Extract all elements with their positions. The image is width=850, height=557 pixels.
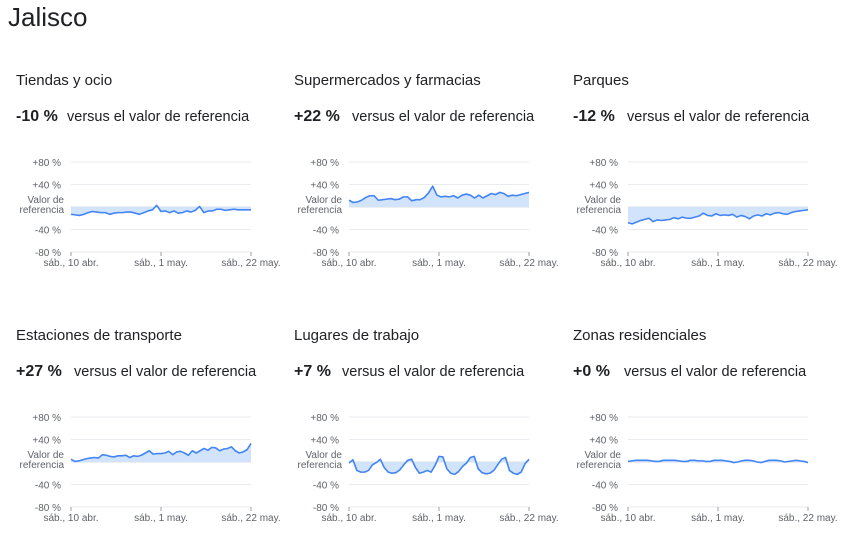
reference-text: versus el valor de referencia bbox=[624, 364, 807, 380]
x-tick-label: sáb., 10 abr. bbox=[43, 513, 98, 524]
y-tick-label: +40 % bbox=[32, 436, 61, 447]
y-tick-label: +40 % bbox=[589, 436, 618, 447]
series-area bbox=[349, 456, 529, 475]
x-tick-label: sáb., 22 may. bbox=[221, 258, 280, 269]
panel-title: Lugares de trabajo bbox=[294, 327, 420, 344]
x-tick-label: sáb., 22 may. bbox=[499, 513, 558, 524]
x-tick-label: sáb., 10 abr. bbox=[321, 513, 376, 524]
y-tick-label-baseline: Valor de referencia bbox=[577, 195, 622, 216]
page-title: Jalisco bbox=[8, 2, 88, 32]
x-tick-label: sáb., 22 may. bbox=[778, 258, 837, 269]
x-tick-label: sáb., 22 may. bbox=[221, 513, 280, 524]
x-tick-label: sáb., 10 abr. bbox=[600, 513, 655, 524]
x-tick-label: sáb., 1 may. bbox=[691, 258, 745, 269]
panel-title: Zonas residenciales bbox=[573, 327, 707, 344]
reference-text: versus el valor de referencia bbox=[67, 109, 250, 125]
y-tick-label: +80 % bbox=[32, 158, 61, 169]
panel-title: Estaciones de transporte bbox=[16, 327, 182, 344]
line-chart[interactable]: +80 %+40 %Valor de referencia-40 %-80 %sá… bbox=[16, 407, 286, 532]
percent-change: +27 % bbox=[16, 363, 62, 380]
y-tick-label: -40 % bbox=[35, 226, 61, 237]
percent-change: +0 % bbox=[573, 363, 610, 380]
y-tick-label: -40 % bbox=[313, 226, 339, 237]
percent-change: -10 % bbox=[16, 108, 58, 125]
x-tick-label: sáb., 1 may. bbox=[691, 513, 745, 524]
percent-change: -12 % bbox=[573, 108, 615, 125]
y-tick-label: -40 % bbox=[592, 226, 618, 237]
line-chart[interactable]: +80 %+40 %Valor de referencia-40 %-80 %sá… bbox=[294, 407, 564, 532]
y-tick-label: +80 % bbox=[589, 158, 618, 169]
chart-panel-tiendas-ocio[interactable]: Tiendas y ocio -10 % versus el valor de … bbox=[16, 72, 286, 302]
series-line[interactable] bbox=[627, 209, 809, 225]
series-line[interactable] bbox=[627, 459, 809, 464]
line-chart[interactable]: +80 %+40 %Valor de referencia-40 %-80 %sá… bbox=[573, 152, 843, 277]
series-line[interactable] bbox=[348, 185, 530, 204]
percent-change: +7 % bbox=[294, 363, 331, 380]
y-tick-label: -80 % bbox=[592, 503, 618, 514]
series-line[interactable] bbox=[348, 455, 530, 476]
x-tick-label: sáb., 1 may. bbox=[412, 513, 466, 524]
chart-panel-parques[interactable]: Parques -12 % versus el valor de referen… bbox=[573, 72, 843, 302]
reference-text: versus el valor de referencia bbox=[342, 364, 525, 380]
x-tick-label: sáb., 1 may. bbox=[412, 258, 466, 269]
series-line[interactable] bbox=[70, 443, 252, 463]
y-tick-label: -40 % bbox=[592, 481, 618, 492]
series-area bbox=[71, 443, 251, 462]
y-tick-label: -80 % bbox=[313, 503, 339, 514]
line-chart[interactable]: +80 %+40 %Valor de referencia-40 %-80 %sá… bbox=[16, 152, 286, 277]
y-tick-label-baseline: Valor de referencia bbox=[20, 195, 65, 216]
y-tick-label: +80 % bbox=[310, 413, 339, 424]
y-tick-label: +40 % bbox=[32, 181, 61, 192]
series-area bbox=[628, 207, 808, 224]
x-tick-label: sáb., 1 may. bbox=[134, 258, 188, 269]
y-tick-label: +40 % bbox=[310, 436, 339, 447]
x-tick-label: sáb., 22 may. bbox=[778, 513, 837, 524]
chart-panel-zonas-residenciales[interactable]: Zonas residenciales +0 % versus el valor… bbox=[573, 327, 843, 557]
chart-panel-supermercados-farmacias[interactable]: Supermercados y farmacias +22 % versus e… bbox=[294, 72, 564, 302]
y-tick-label: +80 % bbox=[32, 413, 61, 424]
reference-text: versus el valor de referencia bbox=[352, 109, 535, 125]
y-tick-label: +40 % bbox=[310, 181, 339, 192]
y-tick-label-baseline: Valor de referencia bbox=[298, 450, 343, 471]
line-chart[interactable]: +80 %+40 %Valor de referencia-40 %-80 %sá… bbox=[573, 407, 843, 532]
x-tick-label: sáb., 10 abr. bbox=[43, 258, 98, 269]
panel-title: Tiendas y ocio bbox=[16, 72, 113, 89]
y-tick-label: -80 % bbox=[592, 248, 618, 259]
y-tick-label: +80 % bbox=[310, 158, 339, 169]
y-tick-label-baseline: Valor de referencia bbox=[577, 450, 622, 471]
y-tick-label-baseline: Valor de referencia bbox=[20, 450, 65, 471]
series-line[interactable] bbox=[70, 204, 251, 217]
reference-text: versus el valor de referencia bbox=[74, 364, 257, 380]
percent-change: +22 % bbox=[294, 108, 340, 125]
reference-text: versus el valor de referencia bbox=[627, 109, 810, 125]
x-tick-label: sáb., 1 may. bbox=[134, 513, 188, 524]
y-tick-label-baseline: Valor de referencia bbox=[298, 195, 343, 216]
y-tick-label: -40 % bbox=[35, 481, 61, 492]
y-tick-label: -80 % bbox=[313, 248, 339, 259]
panel-title: Supermercados y farmacias bbox=[294, 72, 481, 89]
y-tick-label: +40 % bbox=[589, 181, 618, 192]
y-tick-label: -80 % bbox=[35, 248, 61, 259]
chart-panel-estaciones-transporte[interactable]: Estaciones de transporte +27 % versus el… bbox=[16, 327, 286, 557]
y-tick-label: -80 % bbox=[35, 503, 61, 514]
x-tick-label: sáb., 22 may. bbox=[499, 258, 558, 269]
chart-panel-lugares-trabajo[interactable]: Lugares de trabajo +7 % versus el valor … bbox=[294, 327, 564, 557]
panel-title: Parques bbox=[573, 72, 629, 89]
line-chart[interactable]: +80 %+40 %Valor de referencia-40 %-80 %sá… bbox=[294, 152, 564, 277]
y-tick-label: +80 % bbox=[589, 413, 618, 424]
x-tick-label: sáb., 10 abr. bbox=[600, 258, 655, 269]
x-tick-label: sáb., 10 abr. bbox=[321, 258, 376, 269]
y-tick-label: -40 % bbox=[313, 481, 339, 492]
